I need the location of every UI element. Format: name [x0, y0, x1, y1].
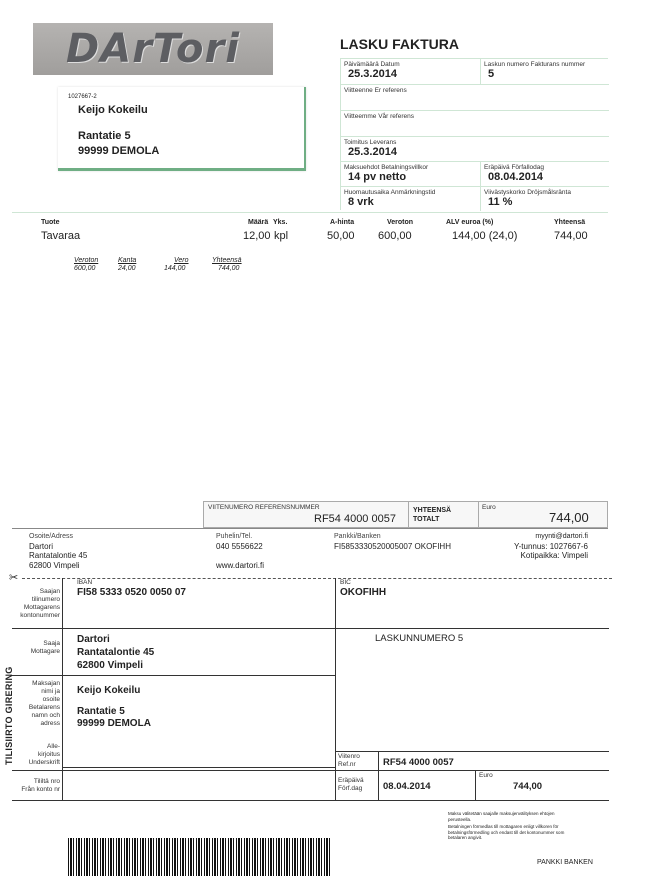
- slip-side-title: TILISIIRTO GIRERING: [4, 666, 14, 765]
- signature-label: Alle-kirjoitus Underskrift: [28, 743, 60, 766]
- payment-summary-bar: VIITENUMERO REFERENSNUMMER RF54 4000 005…: [203, 501, 608, 528]
- company-address: Osoite/Adress Dartori Rantatalontie 45 6280…: [29, 533, 88, 570]
- cell-product: Tavaraa: [41, 230, 81, 242]
- header-price: A-hinta: [330, 219, 355, 226]
- date-field: Päivämäärä Datum 25.3.2014: [341, 59, 481, 85]
- terms-field: Maksuehdot Betalningsvillkor 14 pv netto: [341, 162, 481, 187]
- invoice-title: LASKU FAKTURA: [340, 36, 459, 52]
- summary-value: 600,00: [74, 265, 96, 272]
- slip-amount: 744,00: [513, 781, 543, 792]
- slip-ref-number: RF54 4000 0057: [383, 757, 454, 768]
- slip-currency-label: Euro: [479, 772, 493, 779]
- iban-label: IBAN: [77, 579, 93, 586]
- payer-name: Keijo Kokeilu: [77, 685, 141, 696]
- cell-unit: kpl: [274, 230, 289, 242]
- email: myynti@dartori.fi: [535, 533, 588, 540]
- header-total: Yhteensä: [554, 219, 586, 226]
- bank-label: PANKKI BANKEN: [537, 859, 593, 866]
- summary-value: 144,00: [164, 265, 186, 272]
- total-label: YHTEENSÄ TOTALT: [413, 507, 452, 523]
- bic-label: BIC: [340, 579, 351, 586]
- summary-header: Vero: [174, 257, 189, 264]
- payer-label: Maksajan nimi ja osoite Betalarens namn och a…: [28, 680, 60, 727]
- summary-header: Veroton: [74, 257, 99, 264]
- total-amount: 744,00: [549, 510, 589, 525]
- your-reference-field: Viitteenne Er referens: [341, 85, 609, 111]
- customer-id: 1027667-2: [68, 94, 97, 100]
- divider: [12, 212, 608, 213]
- website-link[interactable]: www.dartori.fi: [216, 561, 265, 570]
- payee: Dartori Rantatalontie 45 62800 Vimpeli: [77, 634, 155, 671]
- due-date-field: Eräpäivä Förfallodag 08.04.2014: [481, 162, 609, 187]
- barcode: [68, 838, 330, 876]
- customer-name: Keijo Kokeilu: [78, 104, 148, 116]
- header-qty: Määrä: [248, 219, 269, 226]
- header-net: Veroton: [387, 219, 414, 226]
- header-vat: ALV euroa (%): [446, 219, 494, 226]
- customer-city: 99999 DEMOLA: [78, 145, 160, 157]
- currency-label: Euro: [482, 504, 496, 511]
- from-account-field[interactable]: [63, 771, 335, 799]
- ref-label: VIITENUMERO REFERENSNUMMER: [208, 504, 320, 511]
- payer-street: Rantatie 5: [77, 706, 125, 717]
- summary-header: Yhteensä: [212, 257, 242, 264]
- ref-number: RF54 4000 0057: [314, 513, 396, 525]
- from-account-label: Tililtä nro Från konto nr: [21, 778, 60, 793]
- account-label: Saajan tilinumero Mottagarens kontonummer: [20, 588, 60, 619]
- payee-label: Saaja Mottagare: [30, 640, 60, 655]
- slip-due-date: 08.04.2014: [383, 781, 431, 792]
- divider: [408, 502, 409, 528]
- our-reference-field: Viitteemme Vår referens: [341, 111, 609, 137]
- cell-price: 50,00: [327, 230, 355, 242]
- summary-value: 24,00: [118, 265, 136, 272]
- notice-field: Huomautusaika Anmärkningstid 8 vrk: [341, 187, 481, 211]
- summary-header: Kanta: [118, 257, 137, 264]
- slip-terms: Maksu välitetään saajalle maksujenvälity…: [448, 811, 565, 840]
- slip-due-label: Eräpäivä Förf.dag: [338, 777, 364, 792]
- iban: FI58 5333 0520 0050 07: [77, 587, 186, 598]
- company-logo: DArTori: [33, 23, 273, 75]
- interest-field: Viivästyskorko Dröjsmålsränta 11 %: [484, 189, 571, 208]
- cell-qty: 12,00: [243, 230, 271, 242]
- payer-city: 99999 DEMOLA: [77, 718, 151, 729]
- invoice-number-field: Laskun numero Fakturans nummer 5: [481, 59, 609, 85]
- invoice-details: Päivämäärä Datum 25.3.2014 Laskun numero …: [340, 58, 609, 211]
- customer-street: Rantatie 5: [78, 130, 131, 142]
- company-contact: Puhelin/Tel. 040 5556622 www.dartori.fi: [216, 533, 265, 570]
- recipient-address: 1027667-2 Keijo Kokeilu Rantatie 5 99999…: [58, 87, 306, 171]
- header-product: Tuote: [41, 219, 60, 226]
- divider: [12, 528, 608, 529]
- company-ids: myynti@dartori.fi Y-tunnus: 1027667-6 Koti…: [514, 533, 588, 560]
- cell-vat: 144,00 (24,0): [452, 230, 518, 242]
- divider: [478, 502, 479, 528]
- scissors-icon: ✂: [9, 572, 19, 584]
- signature-field[interactable]: [62, 755, 335, 767]
- bic: OKOFIHH: [340, 587, 387, 598]
- company-bank: Pankki/Banken FI5853330520005007 OKOFIHH: [334, 533, 451, 551]
- cut-line: [22, 578, 612, 579]
- invoice-number-note: LASKUNNUMERO 5: [375, 633, 464, 644]
- cell-total: 744,00: [554, 230, 588, 242]
- ref-nr-label: Viitenro Ref.nr: [338, 753, 360, 768]
- cell-net: 600,00: [378, 230, 412, 242]
- summary-value: 744,00: [218, 265, 240, 272]
- header-unit: Yks.: [273, 219, 288, 226]
- delivery-field: Toimitus Leverans 25.3.2014: [341, 137, 609, 162]
